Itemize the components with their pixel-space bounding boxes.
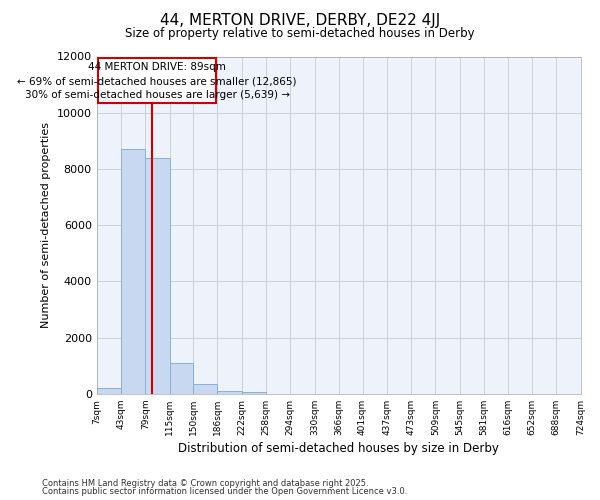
- Bar: [242, 392, 266, 394]
- Text: 44, MERTON DRIVE, DERBY, DE22 4JJ: 44, MERTON DRIVE, DERBY, DE22 4JJ: [160, 12, 440, 28]
- Bar: [97, 388, 121, 394]
- Text: 44 MERTON DRIVE: 89sqm: 44 MERTON DRIVE: 89sqm: [88, 62, 226, 72]
- Y-axis label: Number of semi-detached properties: Number of semi-detached properties: [41, 122, 51, 328]
- Bar: [193, 384, 217, 394]
- Bar: [170, 363, 193, 394]
- X-axis label: Distribution of semi-detached houses by size in Derby: Distribution of semi-detached houses by …: [178, 442, 499, 455]
- Bar: [145, 158, 170, 394]
- Text: ← 69% of semi-detached houses are smaller (12,865): ← 69% of semi-detached houses are smalle…: [17, 76, 297, 86]
- Text: Contains public sector information licensed under the Open Government Licence v3: Contains public sector information licen…: [42, 487, 407, 496]
- Bar: [121, 150, 145, 394]
- Text: 30% of semi-detached houses are larger (5,639) →: 30% of semi-detached houses are larger (…: [25, 90, 290, 100]
- FancyBboxPatch shape: [98, 58, 216, 103]
- Bar: [217, 391, 242, 394]
- Text: Size of property relative to semi-detached houses in Derby: Size of property relative to semi-detach…: [125, 28, 475, 40]
- Text: Contains HM Land Registry data © Crown copyright and database right 2025.: Contains HM Land Registry data © Crown c…: [42, 478, 368, 488]
